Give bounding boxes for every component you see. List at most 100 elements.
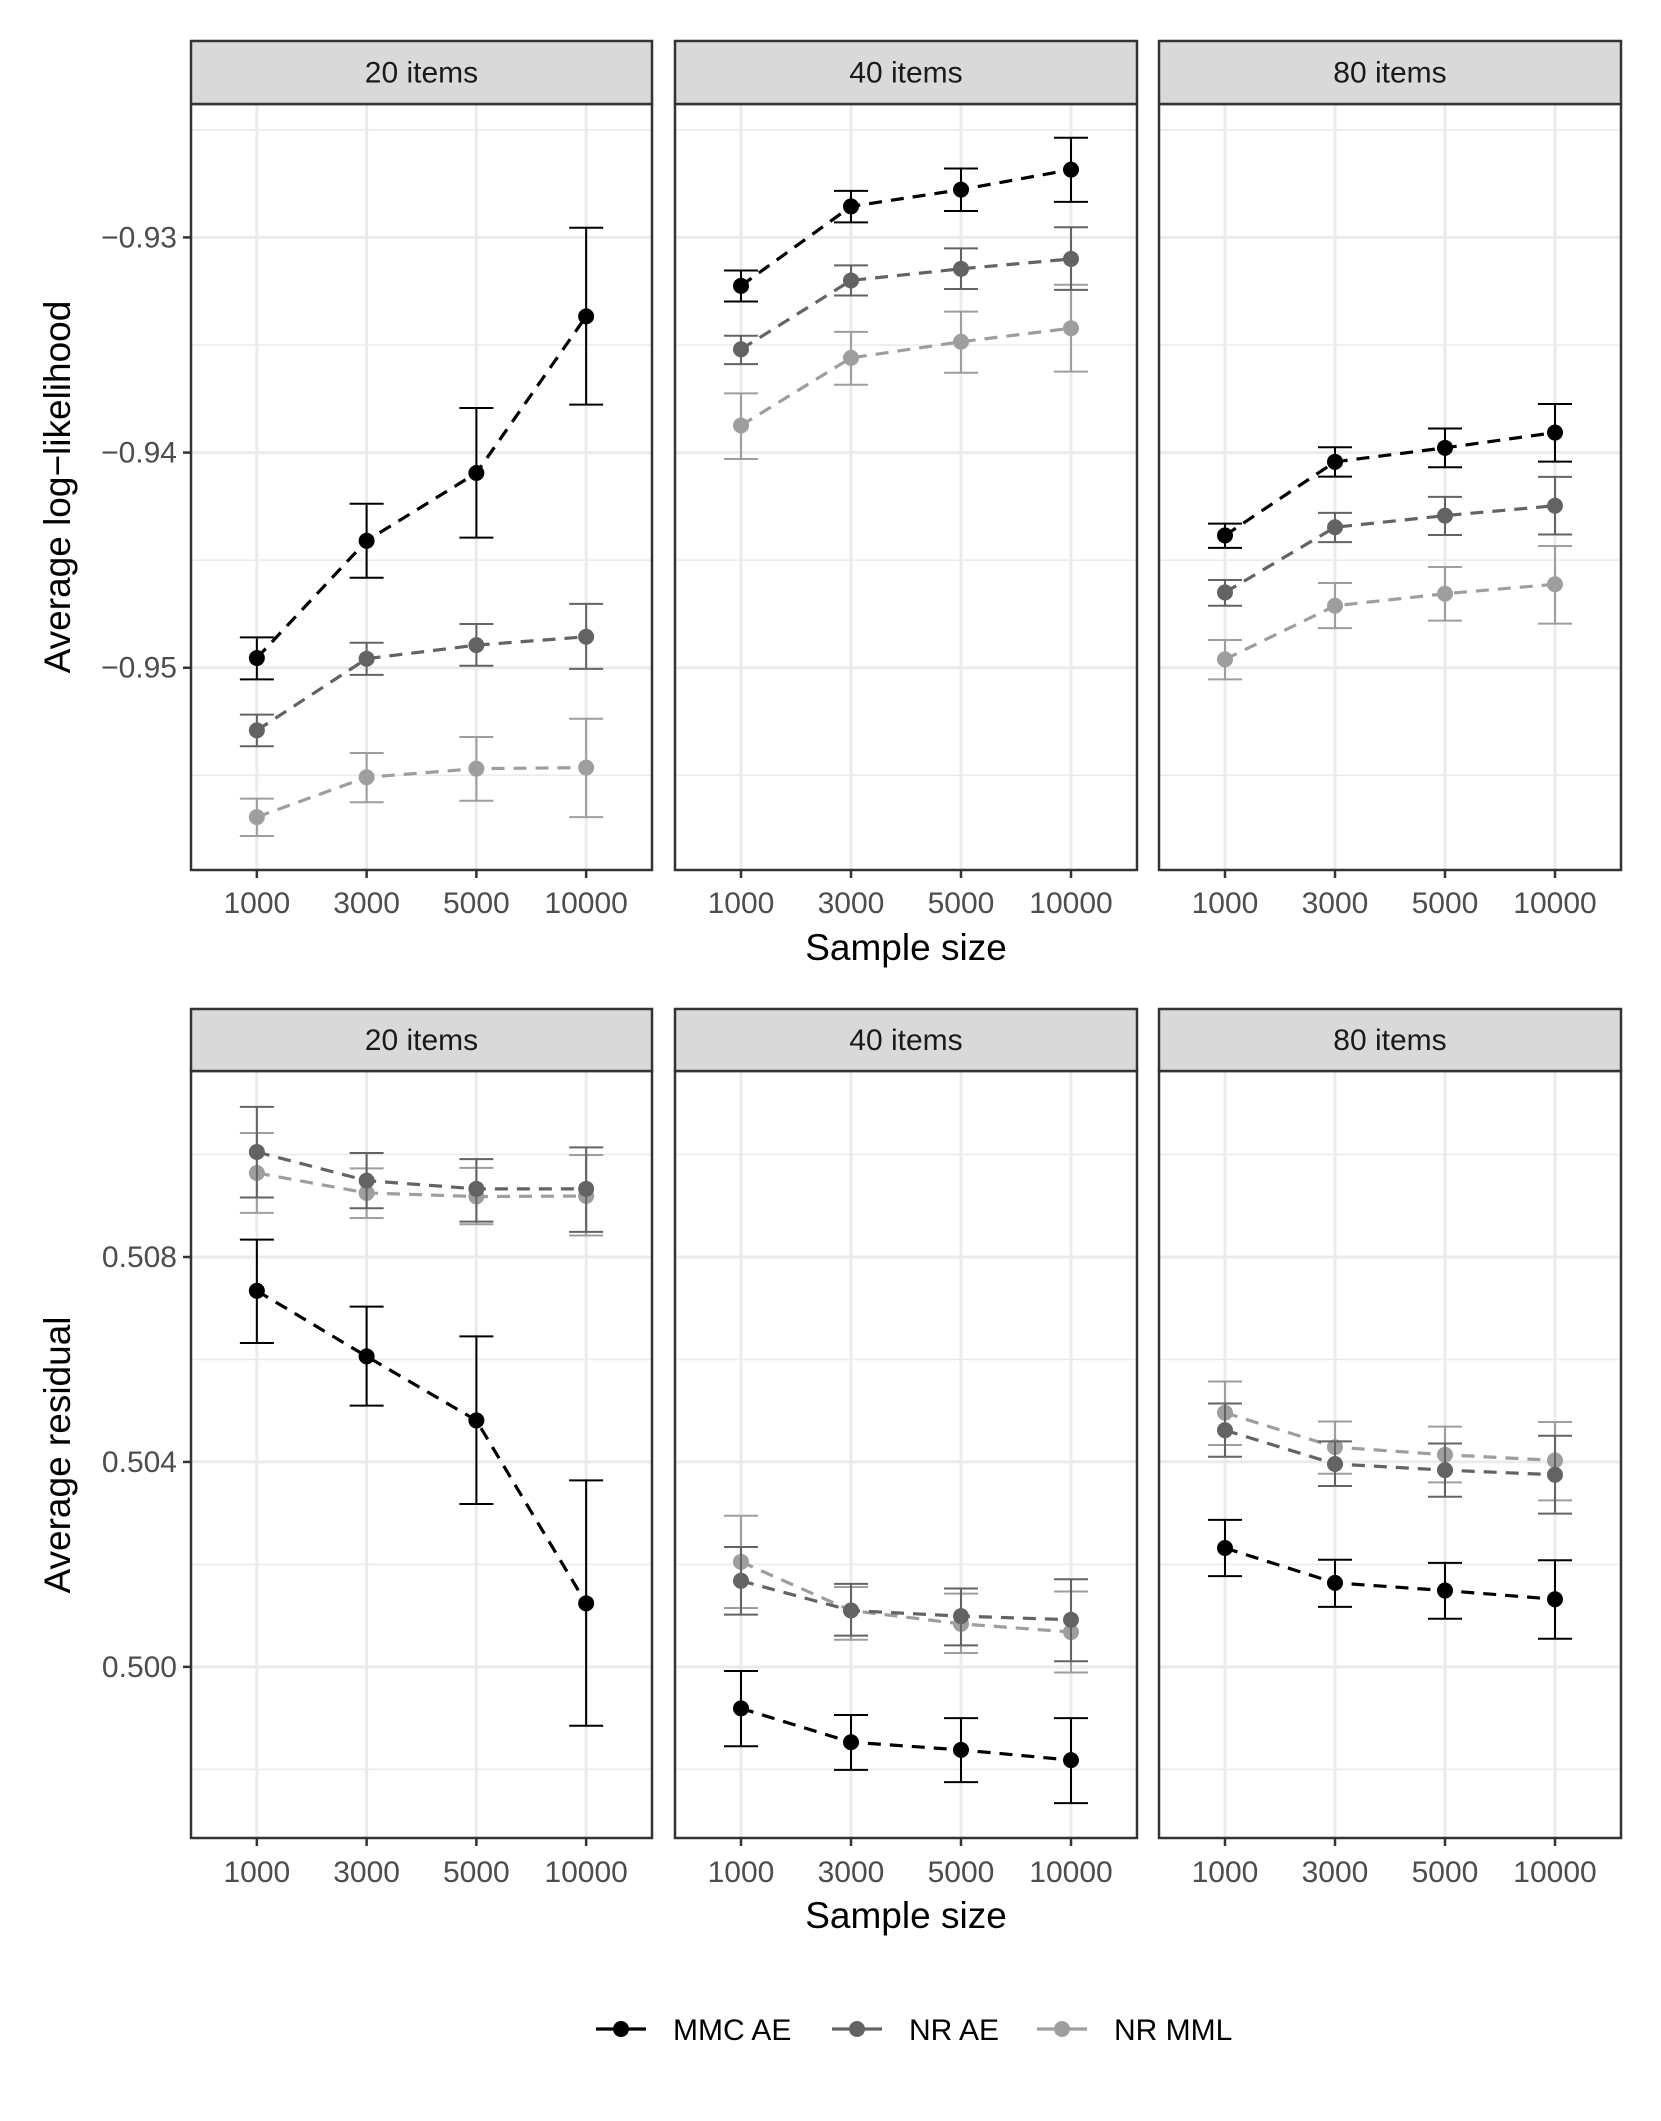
x-tick-label: 5000: [928, 1856, 995, 1889]
data-point: [953, 260, 969, 277]
series-mmc-ae: [724, 1669, 1088, 1805]
x-tick-label: 5000: [1412, 1856, 1479, 1889]
data-point: [1063, 161, 1079, 178]
data-point: [578, 1595, 595, 1612]
y-tick-label: −0.95: [101, 652, 177, 685]
series-line-nr-mml: [740, 326, 1072, 427]
data-point: [358, 1172, 375, 1189]
data-point: [358, 1348, 375, 1365]
data-point: [1437, 585, 1453, 602]
x-tick-label: 3000: [1302, 887, 1369, 920]
legend-key-point-mmc-ae: [613, 2021, 629, 2037]
legend-item-nr-ae: NR AE: [832, 2014, 999, 2047]
series-line-mmc-ae: [255, 315, 588, 660]
panel-20-items: 20 items 1000 3000 5000 10000: [189, 39, 654, 920]
data-point: [1327, 597, 1343, 614]
x-tick-label: 10000: [1029, 1856, 1112, 1889]
data-point: [578, 308, 595, 325]
data-point: [1547, 424, 1563, 441]
series-line-nr-ae: [256, 1150, 587, 1191]
data-point: [578, 1180, 595, 1197]
bottom-x-axis-title: Sample size: [805, 1895, 1007, 1936]
series-line-nr-mml: [740, 1560, 1072, 1634]
series-nr-ae: [1208, 475, 1572, 607]
y-tick-label: 0.500: [102, 1651, 177, 1684]
panel-background: [191, 1071, 652, 1838]
series-nr-ae: [239, 1105, 604, 1233]
x-tick-label: 3000: [1302, 1856, 1369, 1889]
series-line-nr-ae: [1224, 504, 1556, 594]
series-line-nr-ae: [740, 257, 1072, 351]
series-line-nr-mml: [1224, 582, 1556, 661]
data-point: [1437, 1582, 1453, 1599]
series-line-nr-ae: [740, 1579, 1072, 1622]
x-tick-label: 3000: [333, 1856, 400, 1889]
data-point: [1217, 1422, 1233, 1439]
series-nr-mml: [1208, 544, 1572, 681]
data-point: [1063, 1752, 1079, 1769]
data-point: [953, 333, 969, 350]
data-point: [733, 341, 749, 358]
series-line-mmc-ae: [256, 1289, 588, 1605]
y-tick-label: 0.504: [102, 1446, 177, 1479]
series-mmc-ae: [1208, 402, 1572, 549]
panel-background: [1159, 1071, 1621, 1838]
x-tick-label: 5000: [928, 887, 995, 920]
panel-background: [191, 104, 652, 870]
panel-40-items: 40 items 1000 3000 5000 10000: [673, 1007, 1139, 1889]
panel-80-items: 80 items 1000 3000 5000 10000: [1157, 39, 1623, 920]
x-tick-label: 10000: [1029, 887, 1112, 920]
legend-label-mmc-ae: MMC AE: [673, 2014, 791, 2047]
data-point: [1327, 1574, 1343, 1591]
data-point: [1063, 250, 1079, 267]
data-point: [1217, 584, 1233, 601]
data-point: [1547, 1591, 1563, 1608]
y-tick-label: 0.508: [102, 1241, 177, 1274]
facet-strip-label: 40 items: [849, 57, 962, 90]
data-point: [1327, 1455, 1343, 1472]
data-point: [843, 1734, 859, 1751]
x-tick-label: 3000: [333, 887, 400, 920]
data-point: [248, 809, 265, 826]
x-tick-label: 10000: [544, 1856, 627, 1889]
x-tick-label: 5000: [443, 887, 510, 920]
data-point: [1327, 453, 1343, 470]
data-point: [733, 1572, 749, 1589]
panel-40-items: 40 items 1000 3000 5000 10000: [673, 39, 1139, 920]
series-line-nr-mml: [256, 1171, 587, 1199]
data-point: [468, 1180, 485, 1197]
facet-strip: [673, 1007, 1139, 1073]
facet-strip: [673, 39, 1139, 106]
data-point: [953, 1741, 969, 1758]
data-point: [843, 349, 859, 366]
series-nr-ae: [239, 602, 604, 748]
data-point: [1217, 527, 1233, 544]
chart-row-bottom: 0.500 0.504 0.508 20 items 1000 3000 5000 10000…: [102, 1007, 1623, 1889]
series-nr-ae: [724, 226, 1088, 366]
x-tick-label: 1000: [708, 887, 775, 920]
data-point: [248, 722, 265, 739]
panel-background: [675, 104, 1137, 870]
panel-80-items: 80 items 1000 3000 5000 10000: [1157, 1007, 1623, 1889]
facet-strip: [1157, 1007, 1623, 1073]
data-point: [1437, 507, 1453, 524]
data-point: [1437, 439, 1453, 456]
series-line-mmc-ae: [740, 168, 1072, 288]
data-point: [578, 759, 595, 776]
y-tick-label: −0.93: [101, 221, 177, 254]
series-line-nr-ae: [255, 635, 587, 732]
facet-strip-label: 80 items: [1333, 57, 1446, 90]
data-point: [248, 1143, 265, 1160]
legend-key-point-nr-ae: [849, 2021, 865, 2037]
x-tick-label: 1000: [1192, 887, 1259, 920]
data-point: [1547, 497, 1563, 514]
data-point: [1327, 519, 1343, 536]
facet-strip-label: 40 items: [849, 1024, 962, 1057]
data-point: [733, 1700, 749, 1717]
data-point: [468, 465, 485, 482]
legend-key-point-nr-mml: [1054, 2021, 1070, 2037]
series-nr-ae: [724, 1545, 1088, 1663]
legend-item-nr-mml: NR MML: [1037, 2014, 1232, 2047]
series-nr-mml: [724, 283, 1088, 461]
panel-background: [1159, 104, 1621, 870]
